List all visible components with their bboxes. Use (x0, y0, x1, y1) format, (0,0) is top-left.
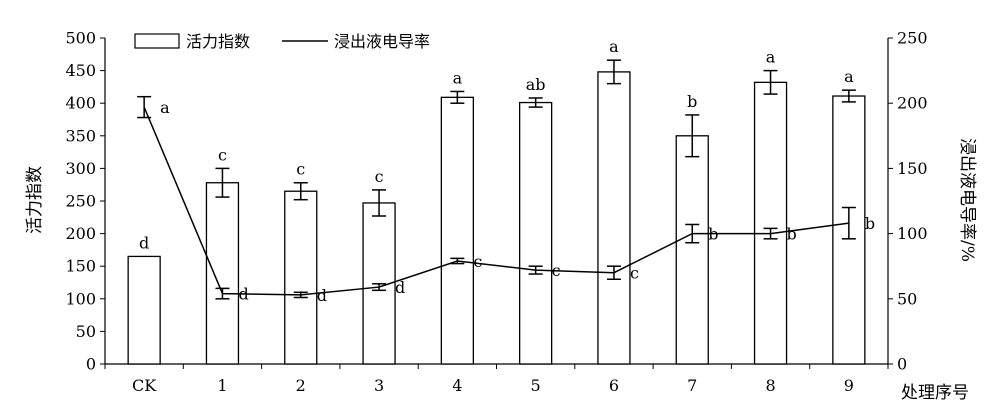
left-tick-label: 500 (65, 29, 96, 48)
bar-significance-label: ab (526, 75, 546, 94)
legend: 活力指数 浸出液电导率 (134, 32, 430, 51)
x-tick-label: 5 (531, 376, 541, 395)
x-tick-label: 8 (765, 376, 775, 395)
bar (675, 135, 709, 365)
bar-significance-label: a (453, 68, 463, 87)
line-significance-label: d (317, 286, 327, 305)
legend-bar-label: 活力指数 (186, 32, 250, 51)
bar-significance-label: c (296, 160, 305, 179)
bar (519, 101, 553, 365)
line-significance-label: c (473, 252, 482, 271)
legend-line-label: 浸出液电导率 (334, 32, 430, 51)
line-significance-label: b (708, 225, 718, 244)
bar-significance-label: b (687, 92, 697, 111)
x-tick-label: CK (132, 376, 157, 395)
x-tick-label: 3 (374, 376, 384, 395)
x-axis-title: 处理序号 (901, 383, 969, 403)
right-tick-label: 150 (897, 159, 928, 178)
right-tick-label: 250 (897, 29, 928, 48)
bar-significance-label: a (609, 37, 619, 56)
right-y-axis: 0 50 100 150 200 250 (888, 29, 928, 374)
bar-significance-label: c (375, 167, 384, 186)
left-axis-title: 活力指数 (25, 166, 45, 234)
x-tick-label: 7 (687, 376, 697, 395)
right-tick-label: 50 (897, 289, 917, 308)
right-tick-label: 100 (897, 224, 928, 243)
x-tick-label: 4 (452, 376, 462, 395)
left-tick-label: 300 (65, 159, 96, 178)
line-significance-label: b (787, 225, 797, 244)
x-tick-label: 6 (609, 376, 619, 395)
left-tick-label: 0 (86, 355, 96, 374)
bar-significance-label: a (844, 67, 854, 86)
bar-significance-label: c (218, 145, 227, 164)
x-tick-label: 9 (844, 376, 854, 395)
left-tick-label: 150 (65, 257, 96, 276)
line-significance-label: d (395, 278, 405, 297)
line-significance-label: c (552, 261, 561, 280)
left-tick-label: 200 (65, 224, 96, 243)
line-significance-label: d (238, 285, 248, 304)
bar-error-bars (215, 59, 856, 217)
x-axis: CK 1 2 3 4 5 6 7 8 9 (104, 364, 889, 395)
conductivity-line (143, 106, 849, 296)
right-tick-label: 200 (897, 94, 928, 113)
right-axis-title: 浸出液电导率/% (957, 138, 977, 262)
left-tick-label: 350 (65, 126, 96, 145)
left-tick-label: 250 (65, 192, 96, 211)
bar (753, 81, 788, 365)
legend-bar-swatch (134, 33, 180, 49)
bar (284, 190, 318, 365)
line-significance-label: b (865, 214, 875, 233)
x-tick-label: 2 (296, 376, 306, 395)
bar (127, 255, 161, 365)
x-tick-label: 1 (217, 376, 227, 395)
bar (205, 182, 240, 365)
bar-significance-label: a (766, 48, 776, 67)
line-error-bars (137, 95, 856, 300)
left-tick-label: 50 (76, 322, 96, 341)
bar (440, 96, 475, 365)
left-y-axis: 0 50 100 150 200 250 300 350 400 450 500 (65, 29, 105, 374)
line-significance-label: a (160, 98, 170, 117)
left-tick-label: 400 (65, 94, 96, 113)
left-tick-label: 450 (65, 61, 96, 80)
line-significance-label: c (630, 264, 639, 283)
right-tick-label: 0 (897, 355, 907, 374)
left-tick-label: 100 (65, 289, 96, 308)
bar-significance-label: d (139, 233, 149, 252)
bar (597, 71, 631, 365)
line-series (143, 106, 849, 296)
bar-series (127, 71, 866, 365)
